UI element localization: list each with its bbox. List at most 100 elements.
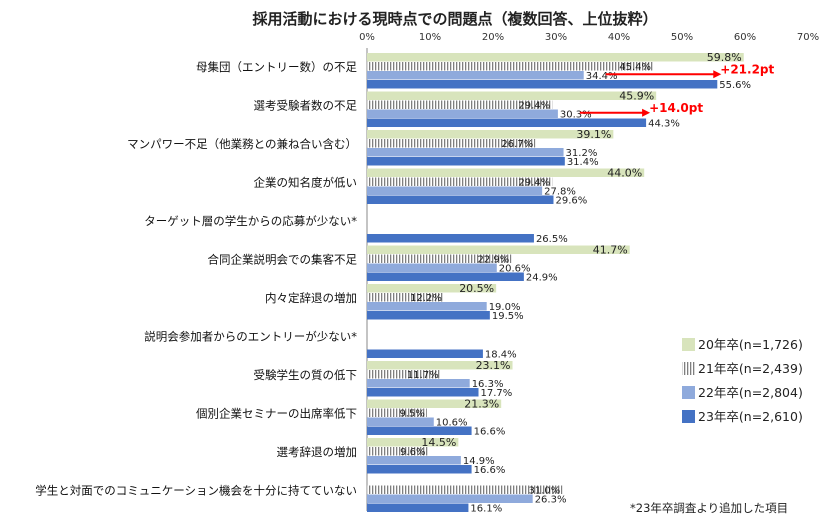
value-label: 19.0%: [489, 302, 521, 313]
value-label: 16.6%: [474, 465, 506, 476]
bar: [367, 302, 487, 311]
bar: [367, 284, 497, 293]
category-label: 個別企業セミナーの出席率低下: [196, 407, 357, 421]
bar: [367, 157, 565, 166]
x-tick-label: 70%: [797, 32, 819, 43]
footnote: *23年卒調査より追加した項目: [630, 501, 788, 515]
bar: [367, 234, 534, 243]
bar: [367, 71, 584, 80]
value-label: 21.3%: [464, 398, 499, 411]
difference-label: +21.2pt: [720, 62, 774, 76]
bar: [367, 311, 490, 320]
bar: [367, 361, 513, 370]
value-label: 55.6%: [719, 80, 751, 91]
bar: [367, 254, 512, 263]
annotations: +21.2pt +14.0pt: [579, 62, 775, 117]
value-label: 11.7%: [407, 370, 439, 381]
bar: [367, 195, 554, 204]
bar: [367, 272, 524, 281]
value-label: 23.1%: [476, 359, 511, 372]
value-label: 16.3%: [472, 379, 504, 390]
legend-swatch: [682, 410, 695, 423]
value-label: 29.4%: [518, 101, 550, 112]
bar: [367, 100, 553, 109]
value-label: 45.9%: [619, 90, 654, 103]
value-label: 20.5%: [459, 282, 494, 295]
bar: [367, 426, 472, 435]
bar: [367, 139, 536, 148]
bar: [367, 80, 718, 89]
bar: [367, 388, 479, 397]
x-tick-label: 40%: [608, 32, 630, 43]
x-tick-label: 10%: [419, 32, 441, 43]
category-label: 内々定辞退の増加: [265, 291, 357, 305]
bar: [367, 130, 614, 139]
value-label: 10.6%: [436, 418, 468, 429]
value-label: 39.1%: [576, 128, 611, 141]
legend-label: 23年卒(n=2,610): [698, 409, 803, 424]
category-label: 学生と対面でのコミュニケーション機会を十分に持てていない: [35, 484, 357, 498]
legend-label: 21年卒(n=2,439): [698, 361, 803, 376]
category-label: 受験学生の質の低下: [254, 368, 358, 382]
value-labels: 59.8% 45.4%34.4% 55.6% 45.9% 29.4% 30.3% 44.3%…: [399, 51, 751, 515]
value-label: 45.4%: [619, 62, 651, 73]
value-label: 14.9%: [463, 456, 495, 467]
bar: [367, 379, 470, 388]
value-label: 34.4%: [586, 71, 618, 82]
bar: [367, 118, 647, 127]
bar: [367, 109, 558, 118]
value-label: 9.6%: [400, 447, 425, 458]
value-label: 29.4%: [518, 178, 550, 189]
category-label: マンパワー不足（他業務との兼ね合い含む）: [127, 137, 357, 151]
value-label: 24.9%: [526, 273, 558, 284]
category-label: 合同企業説明会での集客不足: [208, 253, 358, 267]
value-label: 41.7%: [593, 244, 628, 257]
bar: [367, 447, 428, 456]
legend-label: 22年卒(n=2,804): [698, 385, 803, 400]
bar: [367, 503, 469, 512]
bar: [367, 53, 744, 62]
category-labels: 母集団（エントリー数）の不足選考受験者数の不足マンパワー不足（他業務との兼ね合い…: [35, 60, 357, 498]
value-label: 17.7%: [481, 388, 513, 399]
value-label: 14.5%: [421, 436, 456, 449]
value-label: 59.8%: [707, 51, 742, 64]
bar: [367, 168, 645, 177]
value-label: 26.3%: [535, 495, 567, 506]
value-label: 44.0%: [607, 167, 642, 180]
value-label: 12.2%: [410, 293, 442, 304]
value-label: 9.5%: [399, 409, 424, 420]
x-tick-label: 0%: [359, 32, 375, 43]
bar: [367, 494, 533, 503]
legend-label: 20年卒(n=1,726): [698, 337, 803, 352]
value-label: 31.2%: [566, 148, 598, 159]
legend-swatch: [682, 362, 695, 375]
category-label: 選考受験者数の不足: [254, 99, 358, 113]
value-label: 20.6%: [499, 264, 531, 275]
value-label: 26.7%: [501, 139, 533, 150]
bars: [367, 53, 744, 512]
x-tick-label: 50%: [671, 32, 693, 43]
value-label: 16.6%: [474, 427, 506, 438]
value-label: 31.4%: [567, 157, 599, 168]
bar: [367, 177, 553, 186]
x-tick-label: 20%: [482, 32, 504, 43]
arrow-head: [713, 70, 722, 79]
x-tick-label: 30%: [545, 32, 567, 43]
value-label: 31.0%: [529, 486, 561, 497]
value-label: 19.5%: [492, 311, 524, 322]
bar: [367, 263, 497, 272]
bar: [367, 485, 563, 494]
bar: [367, 408, 427, 417]
chart-title: 採用活動における現時点での問題点（複数回答、上位抜粋）: [252, 10, 657, 28]
difference-label: +14.0pt: [649, 101, 703, 115]
bar: [367, 417, 434, 426]
value-label: 18.4%: [485, 350, 517, 361]
bar: [367, 456, 461, 465]
value-label: 16.1%: [470, 504, 502, 515]
bar: [367, 438, 459, 447]
bar: [367, 465, 472, 474]
arrow-head: [642, 108, 651, 117]
value-label: 26.5%: [536, 234, 568, 245]
legend-swatch: [682, 386, 695, 399]
